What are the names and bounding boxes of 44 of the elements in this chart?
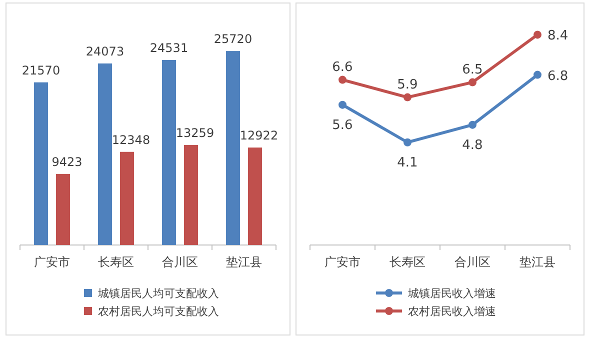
x-tick-label: 合川区 xyxy=(454,255,490,269)
bar xyxy=(248,148,262,245)
data-label: 9423 xyxy=(52,154,82,169)
data-label: 21570 xyxy=(22,63,60,78)
data-label: 25720 xyxy=(214,32,252,46)
bar xyxy=(34,82,48,245)
x-tick-label: 长寿区 xyxy=(98,255,134,269)
x-tick-label: 广安市 xyxy=(34,255,70,269)
bar xyxy=(56,174,70,245)
bar xyxy=(226,51,240,245)
point xyxy=(534,70,542,79)
data-label: 8.4 xyxy=(548,28,568,44)
bar xyxy=(120,152,134,245)
data-label: 6.5 xyxy=(462,62,483,78)
data-label: 4.1 xyxy=(397,155,418,170)
point xyxy=(404,93,412,102)
point xyxy=(404,138,412,146)
x-tick-label: 长寿区 xyxy=(390,255,426,269)
point xyxy=(338,76,346,84)
data-label: 5.9 xyxy=(397,77,418,92)
data-label: 24073 xyxy=(86,44,124,58)
data-label: 4.8 xyxy=(462,138,483,153)
bar xyxy=(162,60,176,245)
point xyxy=(338,100,346,109)
legend-label: 城镇居民收入增速 xyxy=(407,287,496,300)
bar xyxy=(98,63,112,245)
x-tick-label: 广安市 xyxy=(324,255,360,269)
x-tick-label: 合川区 xyxy=(162,255,198,269)
data-label: 24531 xyxy=(150,41,188,55)
data-label: 5.6 xyxy=(332,118,353,133)
data-label: 6.8 xyxy=(548,68,568,84)
point xyxy=(468,78,476,86)
legend-label: 城镇居民人均可支配收入 xyxy=(97,287,219,300)
x-tick-label: 垫江县 xyxy=(226,255,262,269)
x-tick-label: 垫江县 xyxy=(520,255,556,269)
legend-label: 农村居民收入增速 xyxy=(408,305,496,318)
data-label: 12922 xyxy=(240,128,278,143)
bar xyxy=(184,145,198,245)
point xyxy=(468,120,476,129)
data-label: 13259 xyxy=(176,126,214,140)
data-label: 6.6 xyxy=(332,60,353,75)
data-label: 12348 xyxy=(112,132,150,147)
point xyxy=(534,30,542,39)
legend-label: 农村居民人均可支配收入 xyxy=(98,305,219,318)
